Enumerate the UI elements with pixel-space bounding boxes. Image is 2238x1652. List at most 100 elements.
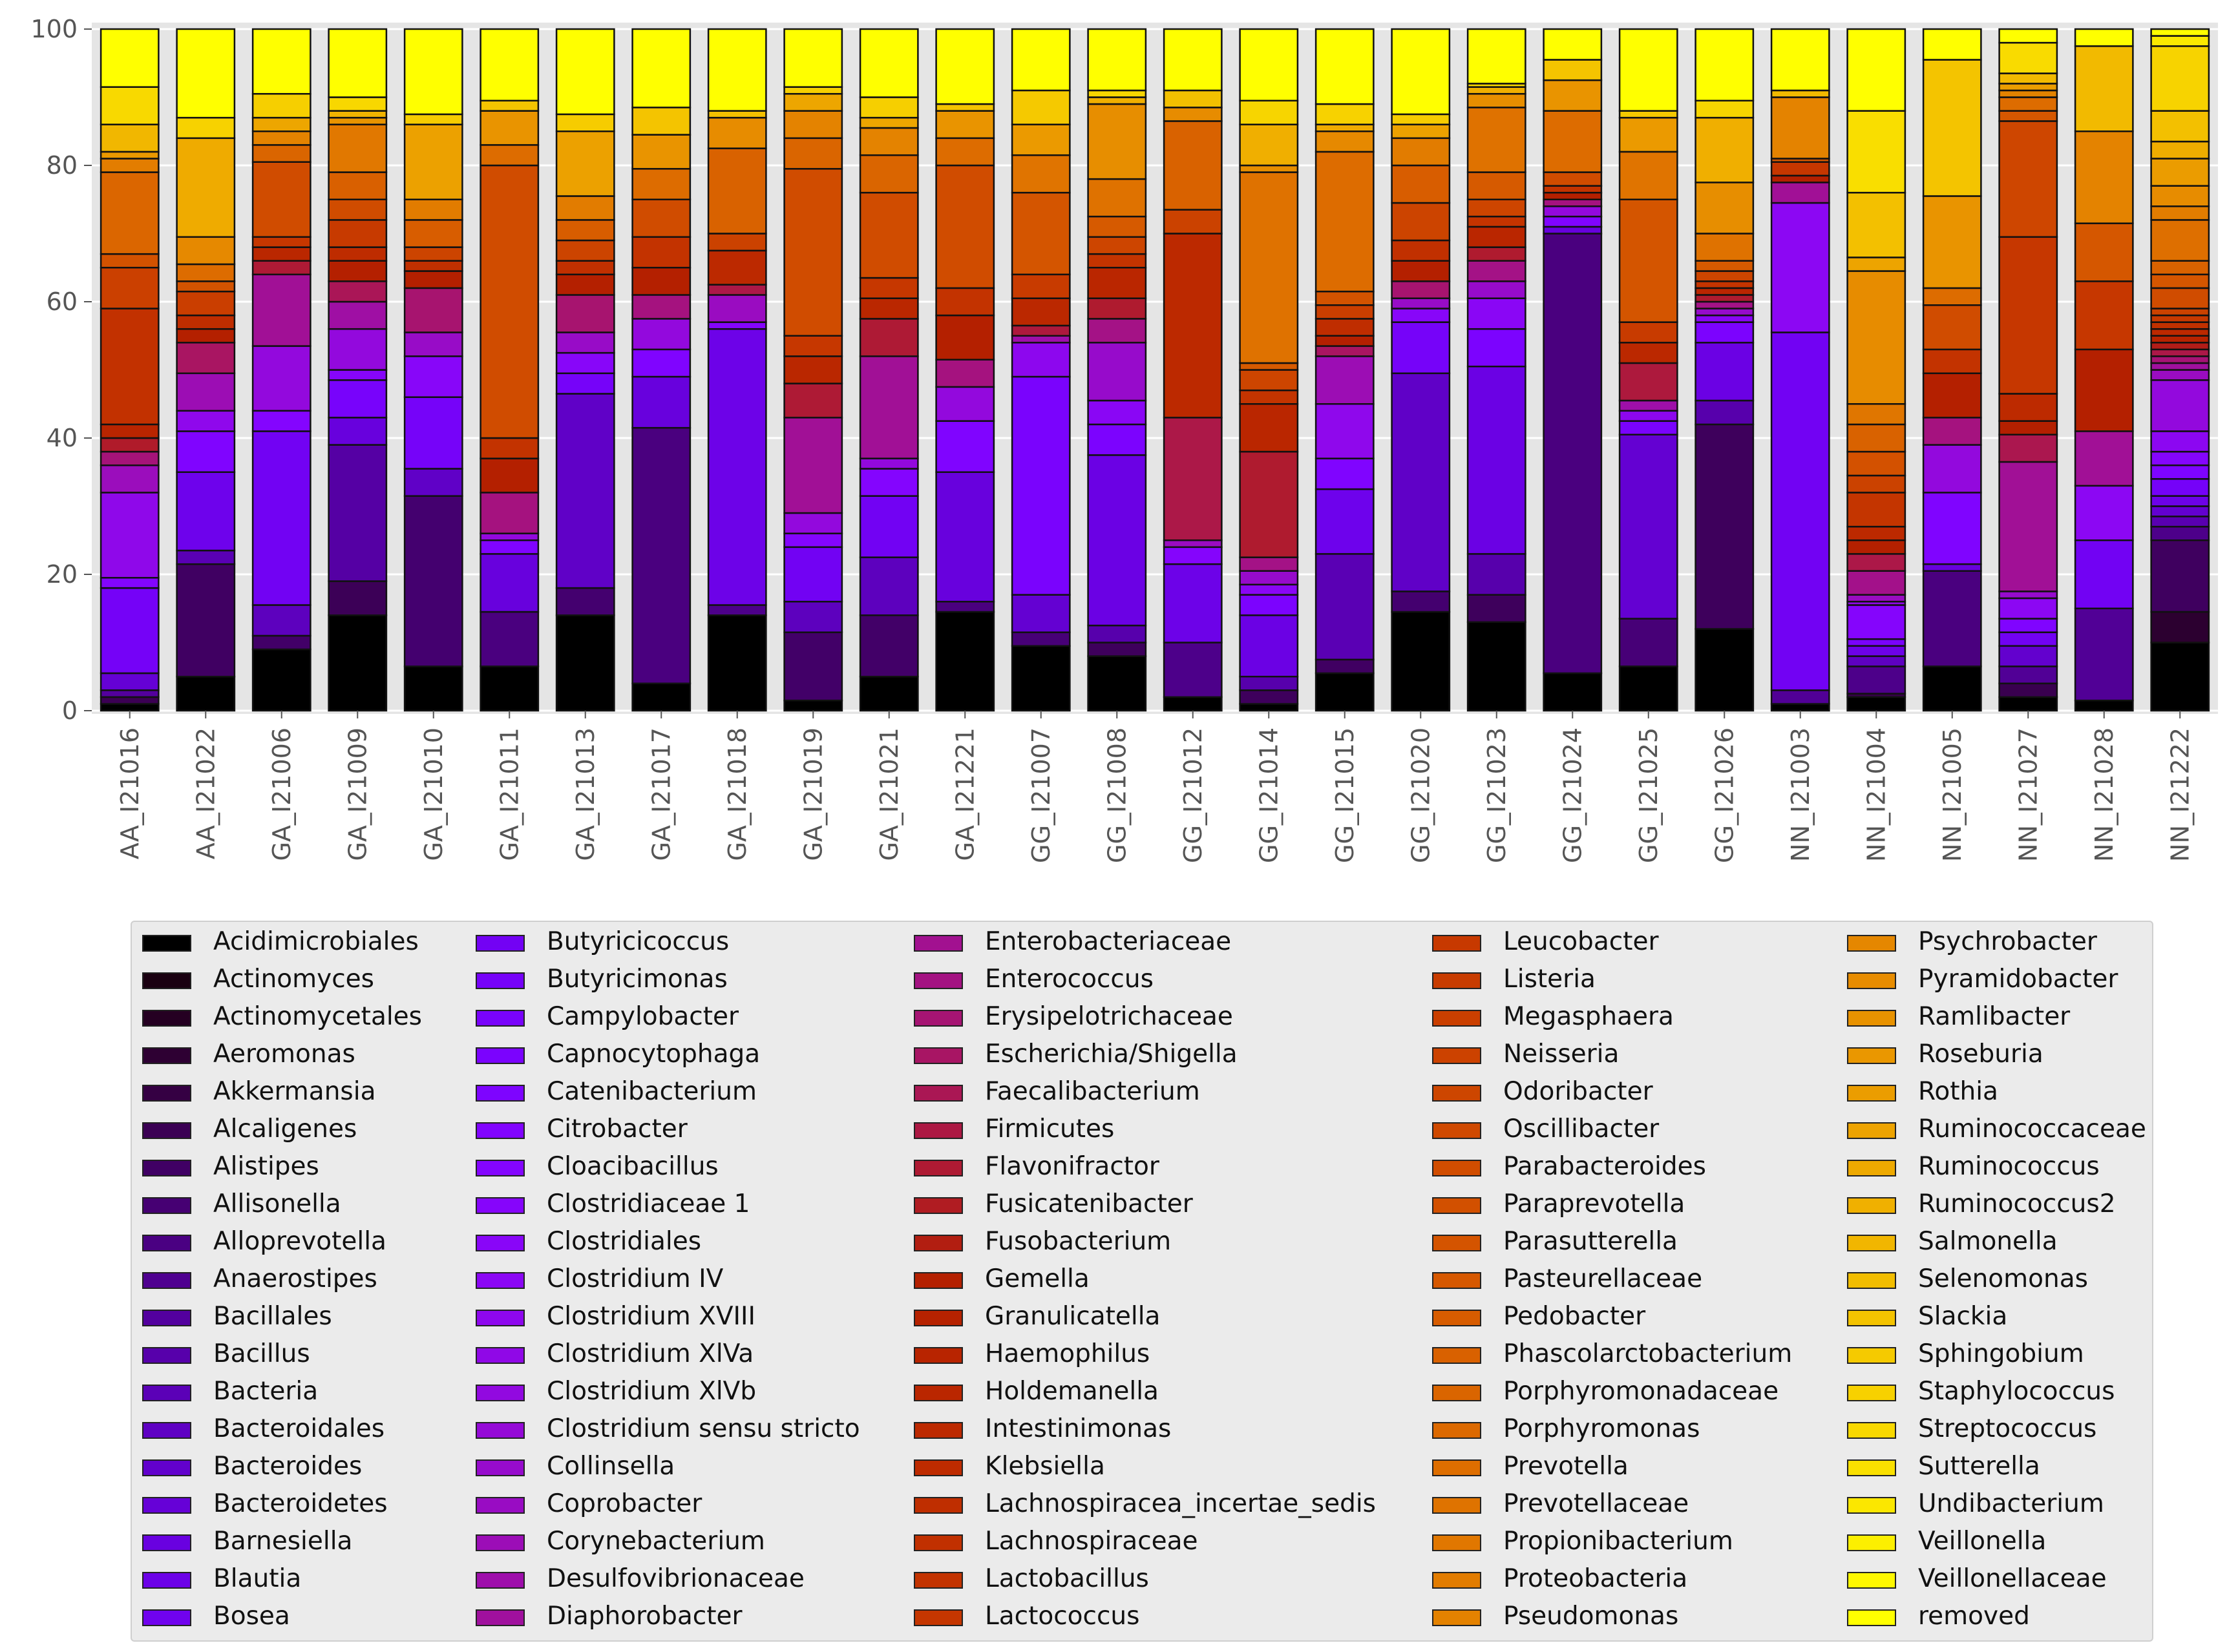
bar-segment-GG_I21025-4: [1618, 410, 1678, 422]
bar-segment-GA_I21017-0: [631, 682, 691, 712]
bar-segment-GA_I21221-10: [935, 110, 995, 140]
bar-segment-GA_I21013-4: [555, 351, 615, 375]
bar-segment-GA_I21013-13: [555, 113, 615, 132]
bar-segment-GA_I21010-8: [403, 260, 463, 272]
legend-swatch: [1432, 1047, 1481, 1064]
legend-label: Allisonella: [213, 1189, 341, 1218]
bar-segment-GA_I21006-10: [251, 161, 311, 238]
x-tick-label-NN_I21028: NN_I21028: [2090, 727, 2118, 862]
legend-swatch: [914, 1572, 963, 1589]
bar-segment-NN_I21028-2: [2074, 539, 2134, 609]
legend-swatch: [476, 1085, 525, 1102]
legend-swatch: [142, 1272, 191, 1289]
bar-segment-GG_I21023-12: [1466, 171, 1526, 200]
bar-segment-GA_I21017-11: [631, 107, 691, 136]
bar-segment-AA_I21022-15: [176, 116, 236, 140]
bar-segment-GG_I21014-1: [1239, 689, 1299, 705]
legend-label: Collinsella: [547, 1452, 675, 1481]
bar-segment-GA_I21021-7: [859, 318, 919, 357]
bar-segment-GA_I21018-6: [707, 249, 767, 286]
bar-segment-NN_I21027-12: [1998, 236, 2058, 395]
bar-segment-GG_I21023-4: [1466, 328, 1526, 368]
bar-segment-GA_I21010-12: [403, 123, 463, 200]
bar-segment-NN_I21222-15: [2150, 348, 2210, 357]
bar-segment-GA_I21009-13: [328, 171, 388, 200]
bar-segment-GA_I21006-7: [251, 260, 311, 276]
bar-segment-GG_I21024-3: [1543, 215, 1603, 228]
bar-segment-GG_I21012-4: [1163, 539, 1223, 549]
legend-swatch: [476, 1572, 525, 1589]
bar-segment-GG_I21014-17: [1239, 28, 1299, 102]
x-tick-label-GG_I21014: GG_I21014: [1254, 727, 1283, 863]
bar-segment-GA_I21006-12: [251, 131, 311, 146]
bar-segment-GG_I21012-8: [1163, 120, 1223, 211]
bar-segment-NN_I21027-13: [1998, 120, 2058, 238]
legend-label: Butyricicoccus: [547, 927, 730, 956]
legend-label: Holdemanella: [985, 1377, 1159, 1406]
legend-label: Clostridium XlVa: [547, 1339, 754, 1368]
legend-swatch: [1847, 1160, 1896, 1176]
bar-segment-NN_I21003-2: [1770, 331, 1830, 691]
bar-segment-NN_I21005-10: [1922, 195, 1982, 289]
legend-label: Salmonella: [1918, 1227, 2058, 1256]
bar-segment-NN_I21027-0: [1998, 696, 2058, 712]
bar-segment-GG_I21012-7: [1163, 209, 1223, 235]
bar-GA_I21021: [859, 28, 919, 712]
bar-segment-GG_I21015-6: [1314, 355, 1375, 405]
bar-segment-GG_I21025-3: [1618, 420, 1678, 435]
bar-segment-GA_I21006-4: [251, 410, 311, 432]
bar-segment-NN_I21222-31: [2150, 45, 2210, 112]
bar-segment-NN_I21005-12: [1922, 28, 1982, 61]
bar-segment-GG_I21008-14: [1087, 103, 1147, 180]
bar-segment-GA_I21019-5: [783, 512, 843, 534]
legend-label: Acidimicrobiales: [213, 927, 419, 956]
bar-segment-GG_I21023-0: [1466, 621, 1526, 712]
bar-segment-GA_I21006-9: [251, 236, 311, 248]
bar-segment-NN_I21004-10: [1846, 553, 1906, 572]
bar-segment-GA_I21018-4: [707, 294, 767, 323]
bar-segment-GG_I21023-17: [1466, 28, 1526, 85]
legend-swatch: [1847, 1235, 1896, 1251]
bar-segment-NN_I21222-27: [2150, 185, 2210, 207]
bar-segment-NN_I21222-5: [2150, 505, 2210, 518]
bar-segment-GA_I21006-6: [251, 273, 311, 347]
legend-swatch: [1847, 1197, 1896, 1214]
bar-segment-AA_I21016-5: [100, 577, 160, 589]
bar-segment-GA_I21019-3: [783, 546, 843, 603]
legend-label: Clostridium sensu stricto: [547, 1414, 860, 1443]
legend-swatch: [1432, 1459, 1481, 1476]
bar-segment-NN_I21222-3: [2150, 525, 2210, 541]
bar-GG_I21014: [1239, 28, 1299, 712]
legend-label: Firmicutes: [985, 1114, 1115, 1144]
legend-label: Bacteroidetes: [213, 1489, 388, 1518]
bar-segment-GA_I21021-5: [859, 457, 919, 470]
bar-segment-NN_I21222-9: [2150, 450, 2210, 466]
legend-swatch: [914, 1047, 963, 1064]
legend-label: Clostridiales: [547, 1227, 702, 1256]
legend-label: Proteobacteria: [1503, 1564, 1688, 1593]
x-tick-label-GG_I21015: GG_I21015: [1331, 727, 1359, 863]
legend-swatch: [142, 1347, 191, 1364]
legend-label: Granulicatella: [985, 1302, 1161, 1331]
bar-segment-GG_I21014-7: [1239, 556, 1299, 572]
bar-segment-GA_I21006-5: [251, 345, 311, 412]
bar-segment-GA_I21011-7: [480, 437, 540, 459]
bar-segment-GG_I21023-14: [1466, 92, 1526, 109]
bar-segment-GA_I21221-5: [935, 359, 995, 388]
x-tick-label-GA_I21006: GA_I21006: [268, 727, 296, 861]
bar-segment-GA_I21010-11: [403, 198, 463, 221]
legend-swatch: [476, 1422, 525, 1439]
bar-segment-AA_I21016-8: [100, 450, 160, 466]
bar-segment-GA_I21221-11: [935, 103, 995, 112]
bar-segment-GG_I21015-16: [1314, 28, 1375, 105]
bar-segment-NN_I21027-14: [1998, 110, 2058, 122]
bar-segment-NN_I21028-10: [2074, 28, 2134, 47]
x-tick-label-NN_I21003: NN_I21003: [1786, 727, 1815, 862]
bar-segment-NN_I21027-1: [1998, 682, 2058, 698]
bar-segment-GA_I21013-9: [555, 239, 615, 262]
bar-segment-NN_I21222-2: [2150, 539, 2210, 613]
bar-segment-GA_I21009-6: [328, 328, 388, 371]
bar-segment-GG_I21020-7: [1391, 260, 1451, 282]
legend-label: Ruminococcus2: [1918, 1189, 2116, 1218]
bar-segment-GA_I21011-5: [480, 492, 540, 534]
